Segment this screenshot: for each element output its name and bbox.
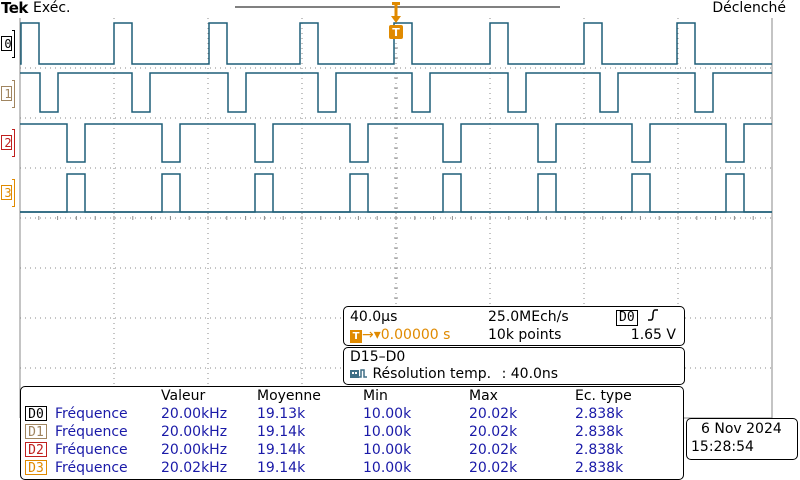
header-std: Ec. type: [575, 388, 632, 404]
measurement-std: 2.838k: [575, 406, 624, 422]
channel-marker-box: 2: [1, 135, 12, 150]
record-length: 10k points: [488, 327, 562, 343]
header-min: Min: [363, 388, 388, 404]
trace-d1: [20, 72, 772, 113]
measurement-name: Fréquence: [55, 424, 128, 440]
measurement-name: Fréquence: [55, 442, 128, 458]
measurement-row[interactable]: D0 Fréquence 20.00kHz 19.13k 10.00k 20.02k 2.8…: [21, 405, 683, 423]
trigger-source-label: D0: [616, 310, 638, 326]
trace-d0: [20, 22, 772, 65]
bus-panel[interactable]: D15–D0 Résolution temp. : 40.0ns: [343, 347, 685, 385]
datetime-box: 6 Nov 2024 15:28:54: [686, 418, 798, 460]
measurement-std: 2.838k: [575, 424, 624, 440]
channel-bracket: [12, 129, 15, 157]
channel-bracket: [12, 80, 15, 108]
channel-marker-label: 0: [4, 37, 12, 51]
measurement-max: 20.02k: [469, 406, 518, 422]
trigger-position: T →▾0.00000 s: [350, 327, 450, 343]
timebase-panel[interactable]: 40.0µs 25.0MEch/s D0 T →▾0.00000 s 10k po…: [343, 306, 685, 346]
measurement-std: 2.838k: [575, 442, 624, 458]
svg-text:T: T: [392, 26, 400, 39]
bus-title: D15–D0: [350, 349, 406, 365]
time-per-div: 40.0µs: [350, 309, 398, 325]
resolution-label: Résolution temp.: [372, 366, 492, 382]
channel-marker-label: 3: [4, 186, 12, 200]
channel-marker-box: 1: [1, 86, 12, 101]
measurement-value: 20.00kHz: [161, 442, 228, 458]
time-display: 15:28:54: [691, 439, 754, 455]
channel-bracket: [12, 30, 15, 58]
measurement-min: 10.00k: [363, 460, 412, 476]
measurement-min: 10.00k: [363, 424, 412, 440]
channel-marker-3[interactable]: 3: [0, 179, 15, 207]
measurement-value: 20.00kHz: [161, 406, 228, 422]
sample-rate: 25.0MEch/s: [488, 309, 569, 325]
date-display: 6 Nov 2024: [701, 421, 782, 437]
channel-tag: D0: [25, 406, 47, 422]
channel-tag: D3: [25, 460, 47, 476]
header-mean: Moyenne: [257, 388, 321, 404]
bus-resolution: Résolution temp. : 40.0ns: [350, 366, 558, 384]
measurement-min: 10.00k: [363, 442, 412, 458]
channel-marker-box: 3: [1, 185, 12, 200]
measurement-max: 20.02k: [469, 424, 518, 440]
channel-marker-label: 2: [4, 136, 12, 150]
channel-marker-box: 0: [1, 36, 12, 51]
measurement-mean: 19.14k: [257, 424, 306, 440]
measurement-row[interactable]: D1 Fréquence 20.00kHz 19.14k 10.00k 20.02k 2.8…: [21, 423, 683, 441]
channel-tag: D1: [25, 424, 47, 440]
measurement-mean: 19.14k: [257, 460, 306, 476]
header-max: Max: [469, 388, 498, 404]
trigger-source: D0: [616, 309, 659, 326]
arrow-down-icon: →▾: [362, 327, 381, 343]
measurement-header: Valeur Moyenne Min Max Ec. type: [21, 387, 683, 405]
trigger-level: 1.65 V: [630, 327, 676, 343]
measurement-mean: 19.13k: [257, 406, 306, 422]
measurement-max: 20.02k: [469, 442, 518, 458]
channel-marker-0[interactable]: 0: [0, 30, 15, 58]
channel-tag: D2: [25, 442, 47, 458]
channel-marker-2[interactable]: 2: [0, 129, 15, 157]
measurement-mean: 19.14k: [257, 442, 306, 458]
rising-edge-icon: [648, 309, 659, 325]
run-state: Exéc.: [33, 0, 71, 16]
trigger-state: Déclenché: [712, 0, 786, 16]
measurements-panel[interactable]: Valeur Moyenne Min Max Ec. type D0 Fréque…: [20, 386, 684, 480]
measurement-min: 10.00k: [363, 406, 412, 422]
measurement-max: 20.02k: [469, 460, 518, 476]
header-value: Valeur: [161, 388, 206, 404]
brand-logo: Tek: [1, 0, 28, 17]
measurement-name: Fréquence: [55, 460, 128, 476]
trigger-position-marker[interactable]: T: [389, 2, 403, 44]
trigger-position-value: 0.00000 s: [380, 327, 451, 343]
trigger-position-icon: T: [350, 330, 362, 343]
channel-marker-label: 1: [4, 87, 12, 101]
measurement-value: 20.02kHz: [161, 460, 228, 476]
measurement-row[interactable]: D2 Fréquence 20.00kHz 19.14k 10.00k 20.02k 2.8…: [21, 441, 683, 459]
measurement-name: Fréquence: [55, 406, 128, 422]
trace-d2: [20, 123, 772, 163]
digital-channels-icon: [350, 367, 368, 384]
measurement-row[interactable]: D3 Fréquence 20.02kHz 19.14k 10.00k 20.02k 2.8…: [21, 459, 683, 477]
measurement-value: 20.00kHz: [161, 424, 228, 440]
channel-bracket: [12, 179, 15, 207]
measurement-std: 2.838k: [575, 460, 624, 476]
resolution-value: : 40.0ns: [501, 366, 559, 382]
channel-marker-1[interactable]: 1: [0, 80, 15, 108]
